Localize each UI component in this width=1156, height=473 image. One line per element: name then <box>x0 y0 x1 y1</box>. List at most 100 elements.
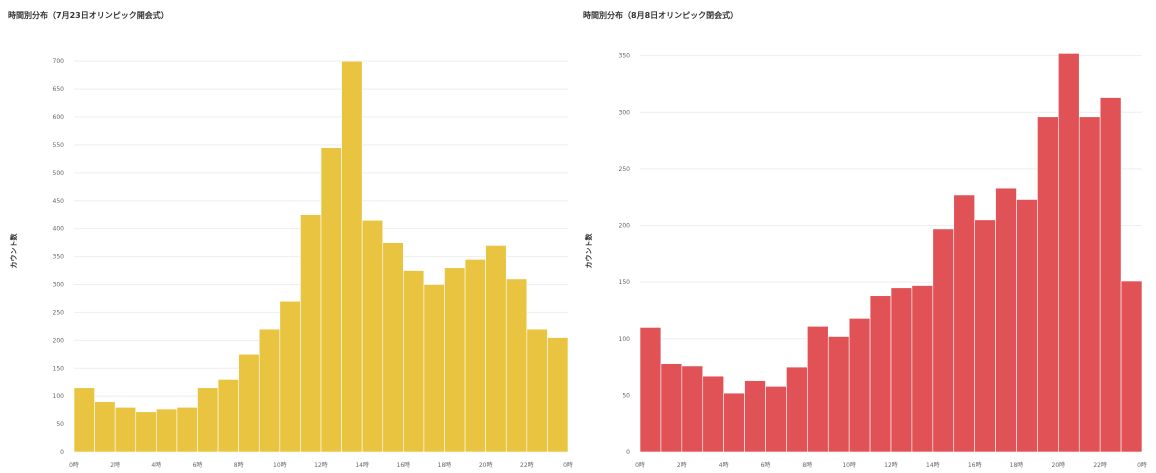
x-tick-label: 22時 <box>1093 461 1107 469</box>
x-tick-label: 14時 <box>355 461 369 469</box>
x-tick-label: 12時 <box>884 461 898 469</box>
bar <box>1016 199 1038 453</box>
bar <box>911 285 934 453</box>
bar <box>444 267 466 453</box>
y-axis-title: カウント数 <box>584 233 593 269</box>
x-tick-label: 18時 <box>438 461 452 469</box>
x-tick-label: 16時 <box>397 461 411 469</box>
bar <box>197 387 219 453</box>
bar <box>94 401 116 453</box>
bar <box>300 214 322 453</box>
chart-panel-closing: 時間別分布（8月8日オリンピック閉会式） 0 50 100 150 200 250 300 3… <box>578 0 1156 473</box>
x-tick-label: 22時 <box>520 461 534 469</box>
y-tick-label: 300 <box>619 109 631 116</box>
y-tick-label: 50 <box>56 421 64 428</box>
x-tick-label: 12時 <box>314 461 328 469</box>
y-tick-label: 300 <box>53 282 65 289</box>
y-tick-label: 0 <box>626 449 630 456</box>
x-tick-label: 20時 <box>479 461 493 469</box>
bar <box>1058 53 1080 453</box>
bar <box>526 328 548 453</box>
bar <box>890 287 913 453</box>
y-tick-label: 700 <box>53 58 65 65</box>
chart-panel-opening: 時間別分布（7月23日オリンピック開会式） 0 50 100 150 200 250 300… <box>8 11 573 469</box>
bar <box>639 327 662 453</box>
bar <box>361 219 384 453</box>
x-tick-label: 16時 <box>968 461 982 469</box>
bar <box>681 365 704 453</box>
y-tick-label: 350 <box>53 254 65 261</box>
bar <box>464 259 486 453</box>
y-axis-title: カウント数 <box>9 233 18 269</box>
y-tick-label: 450 <box>53 198 65 205</box>
bar <box>953 194 975 453</box>
bar <box>848 318 871 453</box>
bar <box>932 228 955 453</box>
x-tick-label: 10時 <box>842 461 856 469</box>
x-tick-label: 8時 <box>802 461 812 469</box>
bar <box>660 363 683 453</box>
chart-title: 時間別分布（7月23日オリンピック開会式） <box>8 11 169 20</box>
bar <box>217 379 239 453</box>
bar <box>869 295 892 453</box>
y-tick-label: 400 <box>53 226 65 233</box>
bar <box>1037 116 1059 453</box>
bar <box>1120 280 1143 453</box>
x-tick-label: 4時 <box>151 461 161 469</box>
y-tick-label: 500 <box>53 170 65 177</box>
bar-chart-closing: 0 50 100 150 200 250 300 350 0時 2時 4時 6時 8時 10時 12時 14時… <box>584 53 1147 469</box>
bar <box>547 337 569 453</box>
bar <box>744 380 766 453</box>
bar <box>974 219 996 453</box>
bar <box>807 326 829 453</box>
bar <box>1078 116 1101 453</box>
bar <box>279 300 301 453</box>
bar <box>1099 97 1122 453</box>
bar <box>238 353 260 453</box>
x-tick-label: 0時 <box>635 461 645 469</box>
x-tick-label: 14時 <box>926 461 940 469</box>
bar <box>827 336 850 453</box>
bar <box>403 270 425 453</box>
chart-title: 時間別分布（8月8日オリンピック閉会式） <box>583 11 739 20</box>
x-tick-label: 10時 <box>273 461 287 469</box>
x-tick-label: 6時 <box>761 461 771 469</box>
x-tick-label: 6時 <box>193 461 203 469</box>
bar <box>485 245 507 453</box>
bar <box>702 375 724 453</box>
bar <box>341 60 363 453</box>
bar <box>995 187 1017 453</box>
bar <box>176 407 198 453</box>
y-tick-label: 200 <box>53 337 65 344</box>
x-tick-label: 2時 <box>677 461 687 469</box>
bar <box>320 147 342 453</box>
bar <box>156 408 178 453</box>
x-tick-label: 20時 <box>1052 461 1066 469</box>
y-tick-label: 250 <box>53 309 65 316</box>
bar <box>258 328 281 453</box>
bar <box>423 284 445 453</box>
x-tick-label: 2時 <box>110 461 120 469</box>
y-tick-label: 550 <box>53 142 65 149</box>
y-tick-label: 100 <box>619 336 631 343</box>
y-tick-label: 0 <box>60 449 64 456</box>
x-tick-label: 4時 <box>719 461 729 469</box>
bar <box>786 366 808 453</box>
bar <box>135 411 157 453</box>
y-tick-label: 650 <box>53 86 65 93</box>
bar <box>114 407 137 453</box>
y-tick-label: 100 <box>53 393 65 400</box>
x-tick-label: 0時 <box>69 461 79 469</box>
bar <box>73 387 95 453</box>
bar <box>723 392 745 453</box>
y-tick-label: 150 <box>619 279 631 286</box>
bar <box>382 242 404 453</box>
x-tick-label: 8時 <box>234 461 244 469</box>
y-tick-label: 600 <box>53 114 65 121</box>
x-tick-label: 0時 <box>563 461 573 469</box>
y-tick-label: 350 <box>619 53 631 60</box>
bar <box>765 386 787 453</box>
y-tick-label: 200 <box>619 223 631 230</box>
y-tick-label: 150 <box>53 365 65 372</box>
x-tick-label: 0時 <box>1137 461 1147 469</box>
